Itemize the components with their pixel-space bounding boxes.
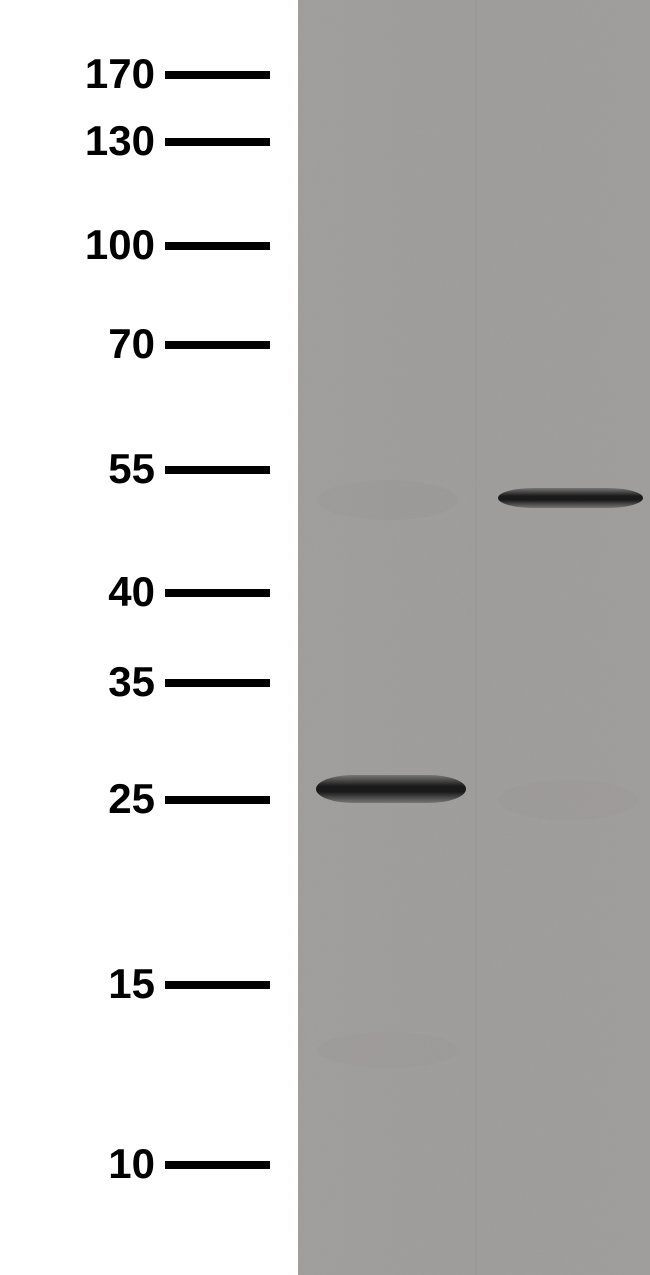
ladder-label-130: 130 <box>85 117 155 165</box>
ladder-tick-25 <box>165 796 270 804</box>
ladder-tick-15 <box>165 981 270 989</box>
ladder-tick-70 <box>165 341 270 349</box>
ladder-tick-35 <box>165 679 270 687</box>
ladder-label-170: 170 <box>85 50 155 98</box>
ladder-tick-100 <box>165 242 270 250</box>
ladder-tick-10 <box>165 1161 270 1169</box>
ladder-label-70: 70 <box>108 320 155 368</box>
gel-region <box>298 0 650 1275</box>
ladder-label-35: 35 <box>108 658 155 706</box>
ladder-tick-40 <box>165 589 270 597</box>
gel-background <box>298 0 650 1275</box>
ladder-tick-55 <box>165 466 270 474</box>
band-lane2-53kda <box>498 488 643 508</box>
blot-container: 170 130 100 70 55 40 35 25 15 10 <box>0 0 650 1275</box>
ladder-label-100: 100 <box>85 221 155 269</box>
ladder-label-25: 25 <box>108 775 155 823</box>
ladder-label-10: 10 <box>108 1140 155 1188</box>
ladder-label-40: 40 <box>108 568 155 616</box>
ladder-tick-130 <box>165 138 270 146</box>
ladder-label-55: 55 <box>108 445 155 493</box>
ladder-label-15: 15 <box>108 960 155 1008</box>
ladder-tick-170 <box>165 71 270 79</box>
band-lane1-27kda <box>316 775 466 803</box>
